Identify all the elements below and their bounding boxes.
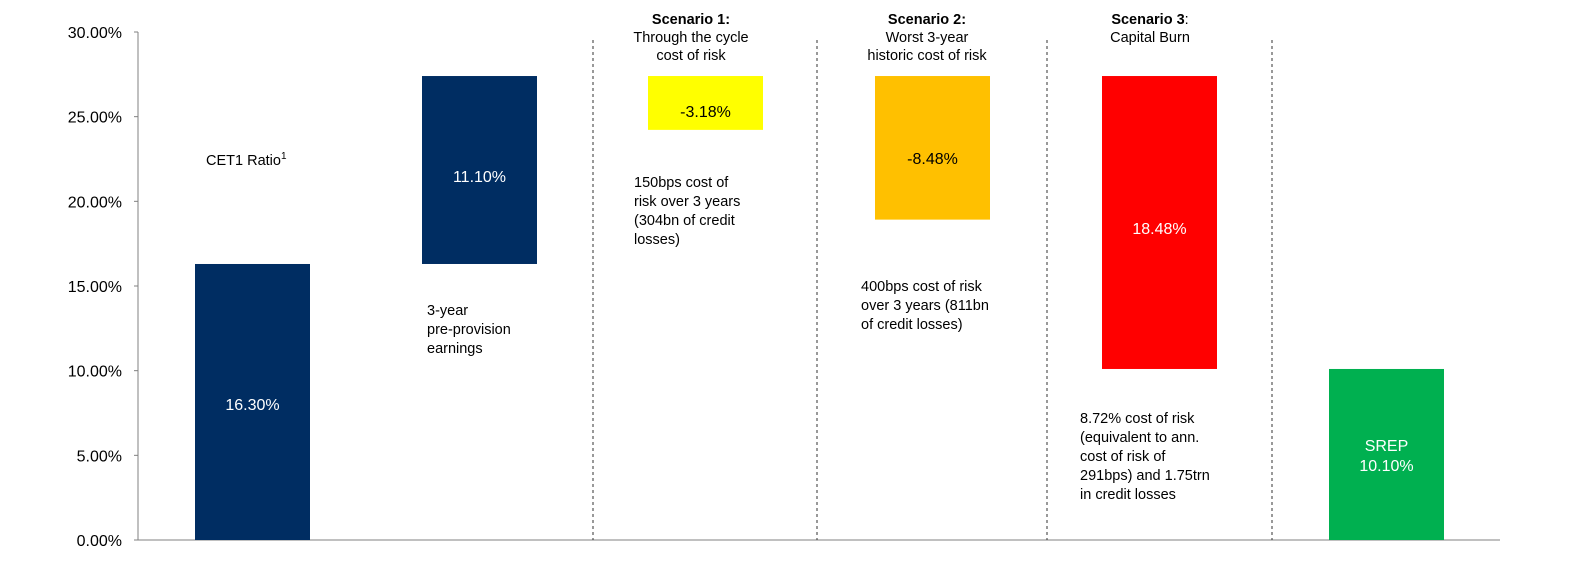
scenario3-title: Scenario 3 (1111, 12, 1185, 28)
bar-5 (1102, 76, 1217, 369)
bar-2 (422, 76, 537, 264)
bar-value-label: 16.30% (225, 397, 279, 414)
bar-value-label: -8.48% (907, 151, 958, 168)
bar-3 (648, 76, 763, 130)
bar-label: SREP (1365, 438, 1409, 455)
y-tick-label: 25.00% (68, 110, 122, 127)
y-tick-label: 20.00% (68, 194, 122, 211)
y-tick-label: 30.00% (68, 25, 122, 42)
scenario3-title-suffix: : (1184, 12, 1189, 28)
bar-1 (195, 263, 310, 540)
scenario1-note: 150bps cost of risk over 3 years (304bn … (634, 175, 741, 248)
bar-value-label: -3.18% (680, 104, 731, 121)
scenario2-title: Scenario 2: (887, 12, 967, 28)
bar-4 (875, 76, 990, 220)
scenario1-title: Scenario 1: (651, 12, 731, 28)
bar-value-label: 18.48% (1132, 221, 1186, 238)
y-tick-label: 10.00% (68, 364, 122, 381)
y-tick-label: 0.00% (77, 533, 122, 550)
earnings-note: 3-year pre-provision earnings (427, 303, 511, 357)
scenario2-subtitle: Worst 3-year historic cost of risk (867, 30, 987, 64)
bar-value-label: 10.10% (1359, 458, 1413, 475)
scenario1-subtitle: Through the cycle cost of risk (633, 30, 749, 64)
bar-6 (1329, 368, 1444, 540)
scenario3-header: Scenario 3: Capital Burn (1040, 11, 1260, 47)
y-tick-label: 5.00% (77, 448, 122, 465)
cet1-ratio-label: CET1 Ratio1 (206, 151, 287, 169)
scenario2-note: 400bps cost of risk over 3 years (811bn … (861, 279, 989, 333)
bar-value-label: 11.10% (453, 169, 506, 186)
scenario3-subtitle: Capital Burn (1110, 30, 1190, 46)
y-tick-label: 15.00% (68, 279, 122, 296)
scenario1-header: Scenario 1: Through the cycle cost of ri… (581, 11, 801, 65)
scenario3-note: 8.72% cost of risk (equivalent to ann. c… (1080, 411, 1210, 503)
scenario2-header: Scenario 2: Worst 3-year historic cost o… (817, 11, 1037, 65)
